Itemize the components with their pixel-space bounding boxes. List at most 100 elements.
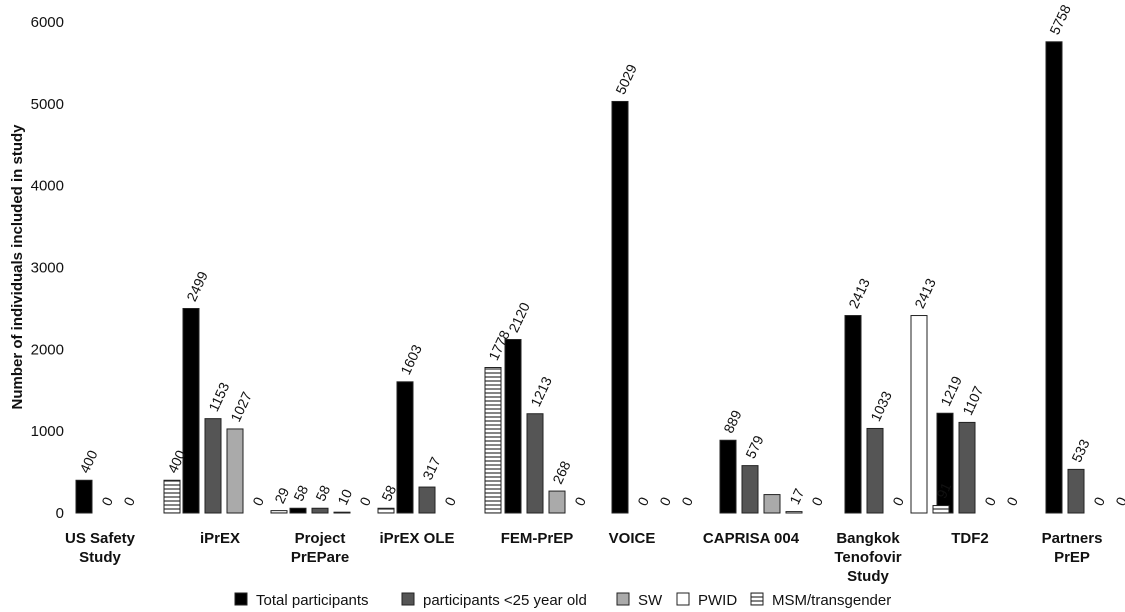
bar-msm-transgender (484, 367, 502, 514)
category-label: Study (79, 549, 121, 566)
y-axis: 0 1000 2000 3000 4000 5000 6000 (31, 14, 64, 522)
data-label: 29 (271, 485, 292, 506)
data-label: 0 (120, 494, 138, 508)
legend-label: SW (638, 592, 663, 609)
legend-label: PWID (698, 592, 737, 609)
data-label: 2413 (845, 276, 873, 311)
bar-participants-25-year-old (741, 465, 759, 514)
data-label: 2413 (911, 276, 939, 311)
category-labels: US Safety Study iPrEX Project PrEPare iPrEX O… (65, 530, 1102, 585)
bar-total-participants (396, 381, 414, 514)
bar-pwid (785, 511, 803, 514)
bar-msm-transgender (932, 505, 950, 514)
category-label: Tenofovir (834, 549, 901, 566)
data-label: 0 (634, 494, 652, 508)
bars: 400 2499 58 1603 2120 5029 889 2413 1219 5758 0 115… (75, 2, 1125, 514)
bar-total-participants (75, 479, 93, 514)
data-label: 268 (549, 458, 573, 486)
data-label: 5029 (612, 62, 640, 97)
legend-label: Total participants (256, 592, 369, 609)
category-label: VOICE (609, 530, 656, 547)
data-label: 0 (249, 494, 267, 508)
bar-msm-transgender (270, 510, 288, 514)
y-tick-label: 2000 (31, 341, 64, 358)
data-label: 0 (678, 494, 696, 508)
category-label: CAPRISA 004 (703, 530, 800, 547)
data-label: 1033 (867, 389, 895, 424)
data-label: 0 (1090, 494, 1108, 508)
data-label: 5758 (1046, 2, 1074, 37)
bar-total-participants (504, 339, 522, 514)
data-label: 1153 (205, 380, 232, 414)
data-label: 0 (1003, 494, 1021, 508)
legend-label: MSM/transgender (772, 592, 891, 609)
data-label: 1219 (937, 373, 965, 408)
bar-total-participants (182, 307, 200, 514)
category-label: iPrEX (200, 530, 240, 547)
bar-participants-25-year-old (866, 427, 884, 514)
data-label: 0 (441, 494, 459, 508)
data-label: 0 (356, 494, 374, 508)
data-label: 0 (808, 494, 826, 508)
y-tick-label: 3000 (31, 260, 64, 277)
category-label: PrEP (1054, 549, 1090, 566)
legend-swatch (234, 592, 248, 606)
data-label: 2120 (505, 300, 533, 335)
category-label: FEM-PrEP (501, 530, 574, 547)
data-label: 0 (981, 494, 999, 508)
data-label: 2499 (183, 269, 211, 304)
data-label: 400 (76, 447, 100, 475)
data-label: 58 (378, 482, 399, 503)
data-label: 17 (786, 486, 807, 507)
data-label: 1107 (959, 383, 986, 417)
bar-total-participants (719, 439, 737, 514)
bar-participants-25-year-old (204, 418, 222, 514)
legend-swatch (750, 592, 764, 606)
data-label: 1213 (527, 374, 555, 409)
data-label: 91 (933, 480, 954, 501)
y-tick-label: 0 (56, 505, 64, 522)
category-label: PrEPare (291, 549, 349, 566)
bar-total-participants (611, 100, 629, 514)
bar-sw (226, 428, 244, 514)
data-label: 0 (571, 494, 589, 508)
data-label: 58 (312, 482, 333, 503)
y-tick-label: 4000 (31, 178, 64, 195)
bar-sw (333, 511, 351, 514)
bar-total-participants (844, 315, 862, 514)
bar-pwid (910, 315, 928, 514)
legend: Total participants participants <25 year … (234, 592, 891, 609)
data-label: 58 (290, 482, 311, 503)
category-label: Study (847, 568, 889, 585)
category-label: TDF2 (951, 530, 989, 547)
data-label: 0 (98, 494, 116, 508)
bar-msm-transgender (163, 479, 181, 514)
legend-label: participants <25 year old (423, 592, 587, 609)
data-label: 1603 (397, 342, 425, 377)
category-label: Partners (1042, 530, 1103, 547)
y-tick-label: 5000 (31, 96, 64, 113)
category-label: US Safety (65, 530, 136, 547)
legend-swatch (616, 592, 630, 606)
data-label: 0 (656, 494, 674, 508)
data-label: 317 (419, 454, 443, 482)
bar-total-participants (1045, 41, 1063, 514)
data-label: 0 (889, 494, 907, 508)
data-label: 0 (1112, 494, 1125, 508)
y-tick-label: 6000 (31, 14, 64, 31)
y-axis-label: Number of individuals included in study (9, 124, 26, 410)
bar-sw (548, 490, 566, 514)
bar-participants-25-year-old (1067, 468, 1085, 514)
bar-participants-25-year-old (958, 421, 976, 514)
data-label: 533 (1068, 437, 1092, 465)
bar-msm-transgender (377, 507, 395, 514)
data-label: 579 (742, 433, 766, 461)
data-label: 1027 (227, 389, 255, 424)
y-tick-label: 1000 (31, 423, 64, 440)
bar-total-participants (289, 507, 307, 514)
legend-swatch (676, 592, 690, 606)
data-label: 10 (334, 486, 355, 507)
legend-swatch (401, 592, 415, 606)
category-label: Bangkok (836, 530, 900, 547)
